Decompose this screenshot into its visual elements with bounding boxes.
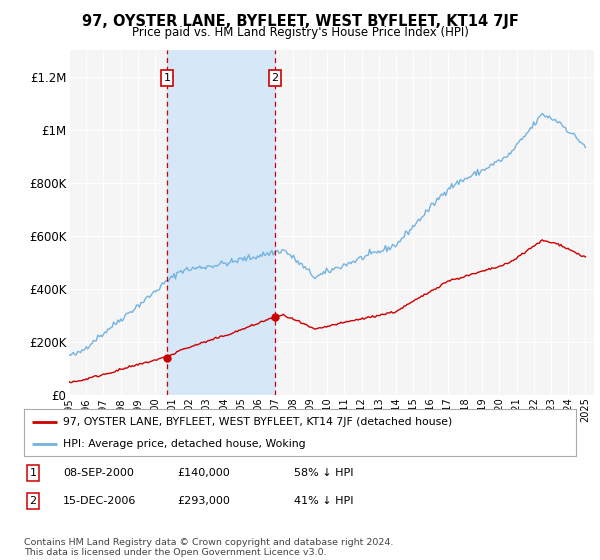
Text: 1: 1 <box>29 468 37 478</box>
Text: £293,000: £293,000 <box>177 496 230 506</box>
Text: Contains HM Land Registry data © Crown copyright and database right 2024.
This d: Contains HM Land Registry data © Crown c… <box>24 538 394 557</box>
Text: £140,000: £140,000 <box>177 468 230 478</box>
Text: 08-SEP-2000: 08-SEP-2000 <box>63 468 134 478</box>
Text: 15-DEC-2006: 15-DEC-2006 <box>63 496 136 506</box>
Text: 2: 2 <box>29 496 37 506</box>
Text: 97, OYSTER LANE, BYFLEET, WEST BYFLEET, KT14 7JF: 97, OYSTER LANE, BYFLEET, WEST BYFLEET, … <box>82 14 518 29</box>
Text: 58% ↓ HPI: 58% ↓ HPI <box>294 468 353 478</box>
Text: 2: 2 <box>271 73 278 83</box>
Text: HPI: Average price, detached house, Woking: HPI: Average price, detached house, Woki… <box>62 438 305 449</box>
Bar <box>167 50 275 395</box>
Text: 41% ↓ HPI: 41% ↓ HPI <box>294 496 353 506</box>
Text: Price paid vs. HM Land Registry's House Price Index (HPI): Price paid vs. HM Land Registry's House … <box>131 26 469 39</box>
Text: 97, OYSTER LANE, BYFLEET, WEST BYFLEET, KT14 7JF (detached house): 97, OYSTER LANE, BYFLEET, WEST BYFLEET, … <box>62 417 452 427</box>
Text: 1: 1 <box>163 73 170 83</box>
